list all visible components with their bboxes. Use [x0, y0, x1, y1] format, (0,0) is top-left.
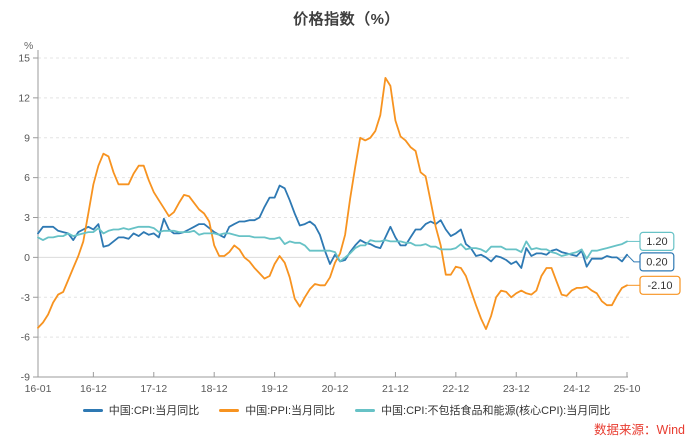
- y-tick-label: 9: [24, 132, 30, 144]
- x-tick-label: 17-12: [140, 383, 167, 395]
- x-tick-label: 19-12: [261, 383, 288, 395]
- x-tick-label: 23-12: [503, 383, 530, 395]
- y-tick-label: 6: [24, 172, 30, 184]
- cpi-callout-line: [626, 254, 640, 263]
- x-tick-label: 16-12: [80, 383, 107, 395]
- legend-label-core-cpi: 中国:CPI:不包括食品和能源(核心CPI):当月同比: [381, 405, 611, 417]
- y-tick-label: 3: [24, 212, 30, 224]
- ppi-line-swatch: [219, 408, 240, 412]
- x-tick-label: 21-12: [382, 383, 409, 395]
- y-tick-label: -9: [21, 372, 30, 384]
- core-cpi-end-label-box: [639, 231, 675, 251]
- cpi-end-label: 0.20: [646, 257, 667, 269]
- core-cpi-line-swatch: [355, 408, 376, 412]
- x-tick-label: 24-12: [563, 383, 590, 395]
- cpi-end-label-box: [639, 252, 675, 272]
- x-tick-label: 25-10: [614, 383, 641, 395]
- ppi-line: [37, 77, 628, 331]
- core-cpi-line: [37, 225, 628, 263]
- y-tick-label: 15: [18, 53, 30, 65]
- cpi-line: [37, 184, 628, 269]
- ppi-end-label: -2.10: [647, 280, 672, 292]
- cpi-line-swatch: [82, 408, 103, 412]
- core-cpi-end-label: 1.20: [646, 236, 667, 248]
- y-tick-label: -6: [21, 332, 30, 344]
- legend-item-core-cpi: 中国:CPI:不包括食品和能源(核心CPI):当月同比: [355, 402, 610, 418]
- legend-label-ppi: 中国:PPI:当月同比: [245, 405, 336, 417]
- x-tick-label: 16-01: [25, 383, 52, 395]
- legend-item-cpi: 中国:CPI:当月同比: [82, 402, 200, 418]
- x-tick-label: 22-12: [442, 383, 469, 395]
- x-tick-label: 18-12: [201, 383, 228, 395]
- legend-item-ppi: 中国:PPI:当月同比: [219, 402, 335, 418]
- y-tick-label: 0: [24, 252, 30, 264]
- legend-label-cpi: 中国:CPI:当月同比: [108, 405, 200, 417]
- data-source: 数据来源：Wind: [594, 423, 685, 437]
- y-tick-label: 12: [18, 92, 30, 104]
- y-tick-label: -3: [21, 292, 30, 304]
- legend: 中国:CPI:当月同比 中国:PPI:当月同比 中国:CPI:不包括食品和能源(…: [0, 402, 693, 418]
- ppi-end-label-box: [639, 275, 681, 295]
- chart-title: 价格指数（%）: [293, 11, 400, 28]
- y-axis-unit-label: %: [24, 40, 34, 52]
- x-tick-label: 20-12: [322, 383, 349, 395]
